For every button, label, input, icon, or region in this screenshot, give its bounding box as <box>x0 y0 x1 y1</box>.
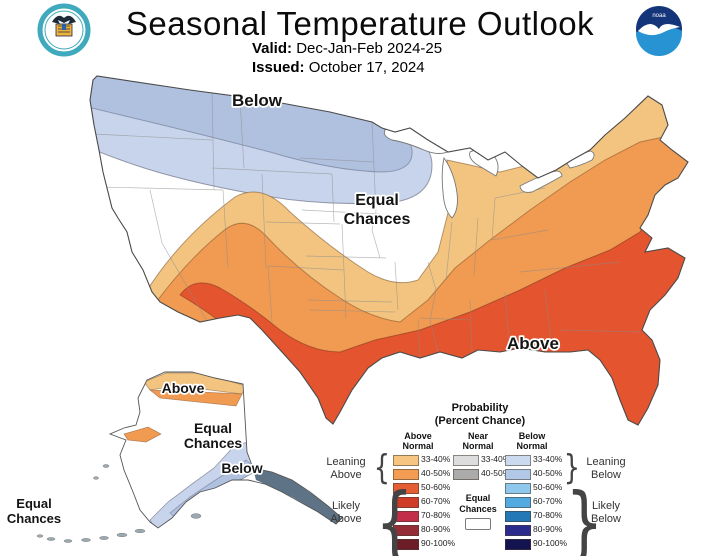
valid-label: Valid: <box>252 40 293 57</box>
valid-value: Dec-Jan-Feb 2024-25 <box>296 40 443 57</box>
swatch-above-60-70 <box>393 497 419 508</box>
pct-above-50-60: 50-60% <box>421 482 451 492</box>
swatch-below-40-50 <box>505 469 531 480</box>
legend-title: Probability (Percent Chance) <box>415 402 545 428</box>
brace-likely-above: { <box>375 476 414 556</box>
nws-eagle-icon <box>52 15 76 24</box>
lake-michigan <box>441 156 458 219</box>
pct-below-33-40: 33-40% <box>533 454 563 464</box>
swatch-below-80-90 <box>505 525 531 536</box>
label-leaning-above: Leaning Above <box>326 456 366 481</box>
pct-above-40-50: 40-50% <box>421 468 451 478</box>
label-aleutian-equal-1: Equal <box>16 496 51 511</box>
issued-label: Issued: <box>252 59 305 76</box>
label-likely-below: Likely Below <box>591 500 621 525</box>
ak-region-above-40-50 <box>148 389 243 407</box>
legend-title-line2: (Percent Chance) <box>434 415 526 427</box>
nws-logo <box>37 3 91 57</box>
label-conus-equal-2: Chances <box>344 211 411 228</box>
ak-region-panhandle <box>251 462 342 528</box>
pct-near-40-50: 40-50% <box>481 468 511 478</box>
label-ak-equal-2: Chances <box>184 435 243 451</box>
label-ak-below: Below <box>221 460 262 476</box>
pct-below-60-70: 60-70% <box>533 496 563 506</box>
pct-above-70-80: 70-80% <box>421 510 451 520</box>
swatch-near-40-50 <box>453 469 479 480</box>
swatch-above-33-40 <box>393 455 419 466</box>
label-aleutian-equal-2: Chances <box>7 511 61 526</box>
label-leaning-below: Leaning Below <box>586 456 626 481</box>
conus-outline <box>89 75 689 426</box>
noaa-bird-icon <box>638 23 680 36</box>
legend-title-line1: Probability <box>451 402 509 414</box>
col-header-near: Near Normal <box>462 431 494 451</box>
pct-above-33-40: 33-40% <box>421 454 451 464</box>
alaska-outline <box>108 371 343 529</box>
pct-below-70-80: 70-80% <box>533 510 563 520</box>
brace-leaning-below: } <box>563 448 580 488</box>
pct-above-60-70: 60-70% <box>421 496 451 506</box>
swatch-below-60-70 <box>505 497 531 508</box>
valid-line: Valid: Dec-Jan-Feb 2024-25 <box>252 39 442 58</box>
pct-above-80-90: 80-90% <box>421 524 451 534</box>
pct-near-33-40: 33-40% <box>481 454 511 464</box>
label-ak-above: Above <box>162 380 205 396</box>
label-likely-above: Likely Above <box>330 500 362 525</box>
state-boundaries <box>93 91 641 359</box>
noaa-logo: noaa <box>636 6 682 56</box>
aleutian-islands <box>36 464 202 543</box>
swatch-below-33-40 <box>505 455 531 466</box>
alaska-map: Above Equal Chances Below Equal Chances <box>5 371 343 543</box>
label-conus-below: Below <box>232 91 283 110</box>
swatch-above-90-100 <box>393 539 419 550</box>
equal-chances-swatch <box>465 518 491 530</box>
pct-above-90-100: 90-100% <box>421 538 456 548</box>
pct-below-40-50: 40-50% <box>533 468 563 478</box>
brace-leaning-above: { <box>373 448 390 488</box>
swatch-above-70-80 <box>393 511 419 522</box>
swatch-below-70-80 <box>505 511 531 522</box>
label-conus-above: Above <box>507 334 559 353</box>
swatch-above-40-50 <box>393 469 419 480</box>
page-title: Seasonal Temperature Outlook <box>125 5 595 42</box>
noaa-logo-text: noaa <box>652 13 666 19</box>
label-conus-equal-1: Equal <box>355 192 399 209</box>
issued-value: October 17, 2024 <box>308 59 425 76</box>
brace-likely-below: } <box>565 476 604 556</box>
swatch-near-33-40 <box>453 455 479 466</box>
swatch-below-50-60 <box>505 483 531 494</box>
probability-legend: Probability (Percent Chance) Above Norma… <box>326 400 720 556</box>
equal-chances-label: Equal Chances <box>459 493 497 514</box>
pct-below-80-90: 80-90% <box>533 524 563 534</box>
label-ak-equal-1: Equal <box>194 420 232 436</box>
swatch-above-80-90 <box>393 525 419 536</box>
col-header-below: Below Normal <box>516 431 548 451</box>
col-header-above: Above Normal <box>402 431 434 451</box>
swatch-above-50-60 <box>393 483 419 494</box>
valid-issued-block: Valid: Dec-Jan-Feb 2024-25 Issued: Octob… <box>252 39 442 77</box>
issued-line: Issued: October 17, 2024 <box>252 58 442 77</box>
pct-below-50-60: 50-60% <box>533 482 563 492</box>
pct-below-90-100: 90-100% <box>533 538 568 548</box>
ak-region-above-seward <box>123 426 162 443</box>
swatch-below-90-100 <box>505 539 531 550</box>
